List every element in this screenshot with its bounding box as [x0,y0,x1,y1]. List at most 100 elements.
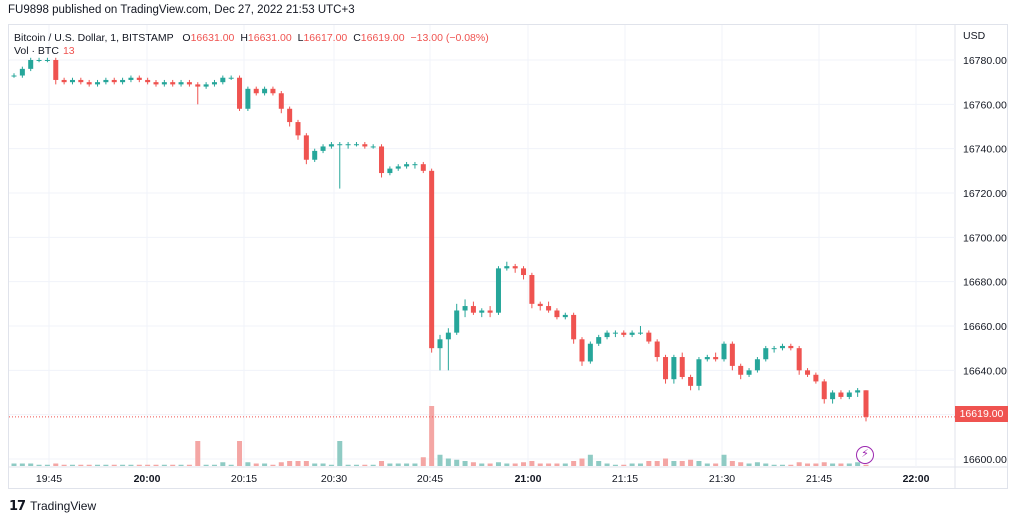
candle-body [746,370,752,375]
candle-body [253,88,259,94]
candle-body [763,348,769,360]
volume-bar [704,463,710,466]
candle-body [61,79,67,83]
volume-bar [278,462,284,466]
candle-body [103,79,109,83]
candle-body [379,146,385,174]
volume-bar [838,463,844,466]
candle-body [721,343,727,360]
candle-body [19,68,25,76]
volume-bar [111,464,117,466]
volume-bar [328,464,334,466]
volume-bar [211,464,217,466]
candle-body [729,343,735,366]
candle-body [195,84,201,87]
candle-body [412,164,418,166]
candle-body [270,88,276,94]
volume-bar [170,464,176,466]
volume-bar [395,463,401,466]
volume-legend: Vol · BTC 13 [14,45,75,57]
candle-body [671,357,677,380]
volume-bar [771,464,777,466]
volume-bar [713,463,719,466]
volume-bar [295,461,301,466]
candle-body [512,266,518,269]
candle-body [429,170,435,349]
candle-body [312,150,318,160]
volume-bar [537,463,543,466]
candle-body [353,144,359,146]
open-label: O [182,32,191,44]
candle-body [170,82,176,85]
volume-bar [671,461,677,466]
volume-bar [270,464,276,466]
tradingview-logo[interactable]: 𝟭𝟳 TradingView [9,498,96,514]
lightning-icon[interactable]: ⚡ [856,446,874,464]
candle-body [186,82,192,85]
volume-bar [303,461,309,466]
volume-bar [145,464,151,466]
candle-body [546,306,552,311]
candle-body [696,359,702,386]
candle-body [337,144,343,146]
volume-bar [69,464,75,466]
x-tick-label: 20:30 [321,473,347,485]
candle-body [295,122,301,136]
candle-body [855,390,861,393]
candle-body [587,343,593,362]
candle-body [788,345,794,349]
volume-bar [161,464,167,466]
volume-bar [44,464,50,466]
volume-bar [28,463,34,466]
close-value: 16619.00 [360,32,405,44]
candle-body [821,381,827,400]
candle-body [237,77,243,109]
y-tick-label: 16760.00 [963,99,1007,111]
candle-body [663,357,669,380]
candle-body [11,75,17,77]
volume-bar [796,462,802,466]
candle-body [278,93,284,109]
candle-body [445,332,451,340]
volume-bar [587,454,593,466]
candle-body [838,392,844,397]
volume-bar [754,462,760,466]
volume-bar [821,462,827,466]
volume-bar [245,462,251,466]
publish-line: FU9898 published on TradingView.com, Dec… [8,4,355,16]
volume-bar [679,461,685,466]
candle-body [646,332,652,342]
candle-body [437,339,443,349]
y-tick-label: 16720.00 [963,188,1007,200]
y-tick-label: 16740.00 [963,144,1007,156]
volume-bar [404,463,410,466]
currency-label[interactable]: USD [963,30,986,42]
candle-body [69,79,75,83]
volume-bar [262,463,268,466]
candle-body [495,268,501,313]
x-tick-label: 19:45 [36,473,62,485]
x-tick-label: 21:45 [806,473,832,485]
volume-bar [612,464,618,466]
volume-bar [95,464,101,466]
volume-bar [61,464,67,466]
volume-bar [86,464,92,466]
candle-body [128,77,134,80]
volume-bar [78,464,84,466]
y-tick-label: 16640.00 [963,365,1007,377]
candle-body [771,348,777,350]
volume-bar [604,463,610,466]
volume-bar [253,463,259,466]
volume-bar [554,463,560,466]
candle-body [328,144,334,147]
volume-bar [512,463,518,466]
brand-label: TradingView [30,499,97,513]
volume-bar [521,462,527,466]
volume-bar [688,459,694,466]
candle-body [320,146,326,151]
volume-bar [128,464,134,466]
chart-frame [8,24,1008,489]
candle-body [228,77,234,79]
